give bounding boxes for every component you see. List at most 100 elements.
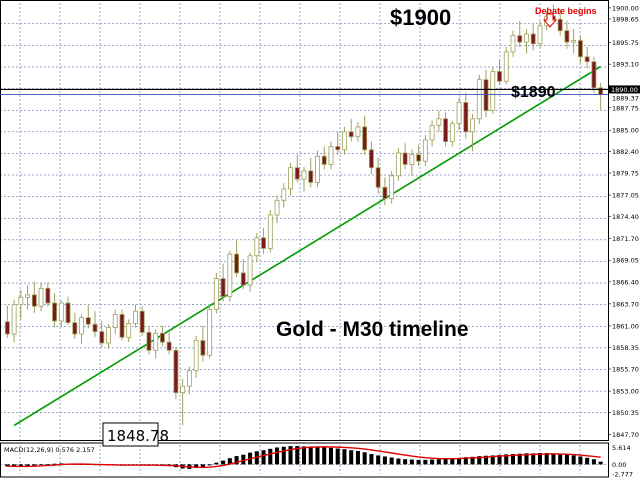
candle-body xyxy=(72,322,78,335)
candle-body xyxy=(564,30,570,43)
candle-body xyxy=(301,170,307,180)
macd-axis-label: -2.777 xyxy=(612,471,633,479)
candle-body xyxy=(402,152,408,165)
candle xyxy=(234,240,240,277)
candle-body xyxy=(342,131,347,151)
price-tick-label: 1861.00 xyxy=(612,322,639,330)
candle xyxy=(207,304,213,359)
candle-body xyxy=(220,278,226,297)
candle xyxy=(342,126,347,155)
candle-body xyxy=(25,294,31,298)
candle-body xyxy=(503,51,509,82)
candle-body xyxy=(227,253,233,297)
macd-bar xyxy=(207,464,212,466)
candle-body xyxy=(443,118,448,143)
macd-bar xyxy=(382,456,387,465)
candle-body xyxy=(18,296,24,306)
macd-bar xyxy=(571,455,576,465)
macd-bar xyxy=(5,464,10,467)
chart-title: Gold - M30 timeline xyxy=(276,318,469,341)
candle xyxy=(227,250,233,302)
candle-body xyxy=(119,314,125,338)
price-tick-label: 1882.40 xyxy=(612,148,639,156)
trendline-segment xyxy=(13,65,602,427)
macd-bar xyxy=(430,459,435,465)
candle xyxy=(449,120,455,147)
candle xyxy=(254,232,260,263)
candle xyxy=(389,170,395,204)
macd-bar xyxy=(591,459,596,465)
candle-body xyxy=(497,71,502,82)
macd-bar xyxy=(281,446,286,465)
macd-bar xyxy=(295,446,300,465)
macd-bar xyxy=(537,452,542,465)
candle xyxy=(281,183,287,208)
macd-bar xyxy=(504,454,509,465)
candle-body xyxy=(382,186,388,200)
macd-bar xyxy=(484,455,489,465)
candle-body xyxy=(328,146,334,165)
debate-annotation: Debate begins xyxy=(535,6,597,16)
macd-bar xyxy=(221,460,226,465)
candle-body xyxy=(79,317,84,335)
candle-body xyxy=(193,340,199,372)
candle-body xyxy=(422,139,428,162)
price-tick-label: 1858.35 xyxy=(612,344,639,352)
candle xyxy=(382,177,388,206)
candle xyxy=(166,332,172,355)
macd-bar xyxy=(463,457,468,465)
price-tick-label: 1871.70 xyxy=(612,235,639,243)
price-tick-label: 1847.70 xyxy=(612,431,639,439)
candle-body xyxy=(186,370,192,387)
candle xyxy=(416,144,422,167)
candle xyxy=(429,120,435,147)
candle-body xyxy=(146,331,152,351)
candle-body xyxy=(166,341,172,351)
candle xyxy=(119,309,125,341)
candle-body xyxy=(52,302,57,322)
price-tick-label: 1887.75 xyxy=(612,104,639,112)
candle-body xyxy=(571,40,577,43)
macd-bar xyxy=(342,449,347,465)
macd-bar xyxy=(578,456,583,465)
candle xyxy=(52,293,57,328)
candle-body xyxy=(213,278,219,310)
candle xyxy=(58,300,64,326)
candle-body xyxy=(449,123,455,143)
candle-body xyxy=(537,25,543,45)
candle xyxy=(355,122,361,142)
candle-body xyxy=(577,40,583,58)
macd-bar xyxy=(564,454,569,465)
candle xyxy=(160,325,165,347)
price-tick-label: 1869.05 xyxy=(612,257,639,265)
candle xyxy=(537,20,543,49)
candle-body xyxy=(126,323,132,338)
candle xyxy=(490,66,496,114)
candle-body xyxy=(274,199,280,216)
candle xyxy=(213,272,219,314)
candle xyxy=(31,281,37,313)
candle xyxy=(72,312,78,339)
candle xyxy=(99,320,105,348)
macd-bar xyxy=(551,453,556,465)
candle-body xyxy=(99,331,105,344)
macd-bar xyxy=(416,459,421,465)
candle xyxy=(301,166,307,192)
macd-bar xyxy=(227,458,232,465)
candle-body xyxy=(288,167,293,190)
macd-bar xyxy=(315,447,320,465)
candle xyxy=(133,304,138,328)
macd-bar xyxy=(524,453,529,465)
candle xyxy=(45,282,51,307)
candle-body xyxy=(153,332,159,351)
candle-body xyxy=(557,18,563,32)
candle-body xyxy=(31,294,37,307)
trendline xyxy=(13,65,602,427)
macd-bar xyxy=(335,448,340,465)
grid-lines xyxy=(0,0,609,478)
candle-body xyxy=(429,124,435,141)
macd-bar xyxy=(389,457,394,465)
macd-pane-border xyxy=(0,442,609,478)
candle xyxy=(139,306,145,336)
macd-bar xyxy=(268,448,273,465)
